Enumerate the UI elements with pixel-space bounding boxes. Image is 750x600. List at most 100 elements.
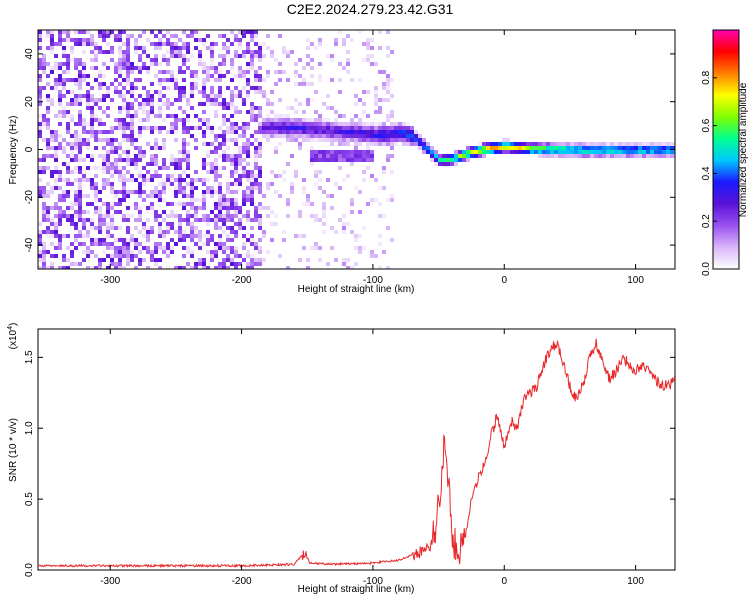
spectrogram-cell: [326, 118, 330, 122]
spectrogram-cell: [418, 138, 422, 142]
spectrogram-cell: [190, 194, 194, 198]
spectrogram-cell: [282, 238, 286, 242]
spectrogram-cell: [106, 66, 110, 70]
spectrogram-cell: [42, 58, 46, 62]
spectrogram-cell: [66, 62, 70, 66]
spectrogram-cell: [78, 190, 82, 194]
spectrogram-cell: [142, 102, 146, 106]
spectrogram-cell: [498, 146, 502, 150]
spectrogram-cell: [122, 42, 126, 46]
spectrogram-cell: [138, 262, 142, 266]
spectrogram-cell: [214, 94, 218, 98]
spectrogram-cell: [482, 142, 486, 146]
spectrogram-cell: [126, 66, 130, 70]
spectrogram-cell: [130, 130, 134, 134]
spectrogram-cell: [302, 66, 306, 70]
spectrogram-cell: [562, 146, 566, 150]
spectrogram-cell: [362, 126, 366, 130]
spectrogram-cell: [178, 70, 182, 74]
spectrogram-cell: [254, 86, 258, 90]
spectrogram-cell: [58, 206, 62, 210]
spectrogram-cell: [658, 150, 662, 154]
spectrogram-cell: [358, 138, 362, 142]
spectrogram-cell: [398, 122, 402, 126]
spectrogram-cell: [226, 54, 230, 58]
spectrogram-cell: [270, 102, 274, 106]
spectrogram-cell: [102, 30, 106, 34]
spectrogram-cell: [298, 118, 302, 122]
spectrogram-cell: [222, 34, 226, 38]
spectrogram-cell: [166, 182, 170, 186]
spectrogram-cell: [186, 166, 190, 170]
spectrogram-cell: [134, 226, 138, 230]
spectrogram-cell: [350, 138, 354, 142]
spectrogram-cell: [366, 166, 370, 170]
spectrogram-cell: [74, 58, 78, 62]
spectrogram-cell: [206, 34, 210, 38]
spectrogram-cell: [126, 50, 130, 54]
spectrogram-cell: [194, 38, 198, 42]
spectrogram-cell: [270, 50, 274, 54]
spectrogram-cell: [86, 250, 90, 254]
spectrogram-cell: [214, 254, 218, 258]
spectrogram-cell: [78, 114, 82, 118]
spectrogram-cell: [230, 114, 234, 118]
spectrogram-cell: [166, 70, 170, 74]
spectrogram-cell: [382, 126, 386, 130]
spectrogram-cell: [250, 234, 254, 238]
spectrogram-cell: [114, 262, 118, 266]
spectrogram-cell: [234, 86, 238, 90]
spectrogram-cell: [342, 66, 346, 70]
spectrogram-cell: [78, 62, 82, 66]
spectrogram-cell: [62, 198, 66, 202]
spectrogram-cell: [94, 98, 98, 102]
spectrogram-cell: [134, 162, 138, 166]
spectrogram-cell: [70, 214, 74, 218]
spectrogram-cell: [186, 202, 190, 206]
spectrogram-cell: [102, 130, 106, 134]
spectrogram-cell: [98, 214, 102, 218]
spectrogram-cell: [66, 214, 70, 218]
spectrogram-cell: [158, 174, 162, 178]
spectrogram-cell: [262, 118, 266, 122]
spectrogram-cell: [66, 110, 70, 114]
spectrogram-cell: [326, 54, 330, 58]
spectrogram-cell: [194, 114, 198, 118]
spectrogram-cell: [154, 194, 158, 198]
spectrogram-cell: [258, 262, 262, 266]
spectrogram-cell: [126, 70, 130, 74]
spectrogram-cell: [242, 74, 246, 78]
spectrogram-cell: [214, 266, 218, 269]
spectrogram-cell: [210, 58, 214, 62]
spectrogram-cell: [626, 142, 630, 146]
spectrogram-cell: [318, 118, 322, 122]
y-tick-label: 40: [24, 48, 35, 60]
spectrogram-cell: [262, 134, 266, 138]
spectrogram-cell: [366, 46, 370, 50]
spectrogram-cell: [258, 218, 262, 222]
spectrogram-cell: [182, 94, 186, 98]
spectrogram-cell: [362, 178, 366, 182]
spectrogram-cell: [578, 150, 582, 154]
spectrogram-cell: [450, 154, 454, 158]
spectrogram-cell: [114, 34, 118, 38]
spectrogram-cell: [86, 130, 90, 134]
spectrogram-cell: [46, 118, 50, 122]
spectrogram-cell: [218, 194, 222, 198]
spectrogram-cell: [46, 122, 50, 126]
spectrogram-cell: [130, 178, 134, 182]
spectrogram-cell: [106, 162, 110, 166]
spectrogram-cell: [306, 266, 310, 269]
spectrogram-cell: [174, 82, 178, 86]
spectrogram-cell: [318, 114, 322, 118]
spectrogram-cell: [250, 118, 254, 122]
spectrogram-cell: [326, 262, 330, 266]
spectrogram-cell: [306, 198, 310, 202]
spectrogram-cell: [114, 138, 118, 142]
spectrogram-cell: [134, 246, 138, 250]
spectrogram-cell: [374, 134, 378, 138]
spectrogram-cell: [278, 134, 282, 138]
spectrogram-cell: [82, 174, 86, 178]
spectrogram-cell: [166, 174, 170, 178]
spectrogram-cell: [474, 150, 478, 154]
